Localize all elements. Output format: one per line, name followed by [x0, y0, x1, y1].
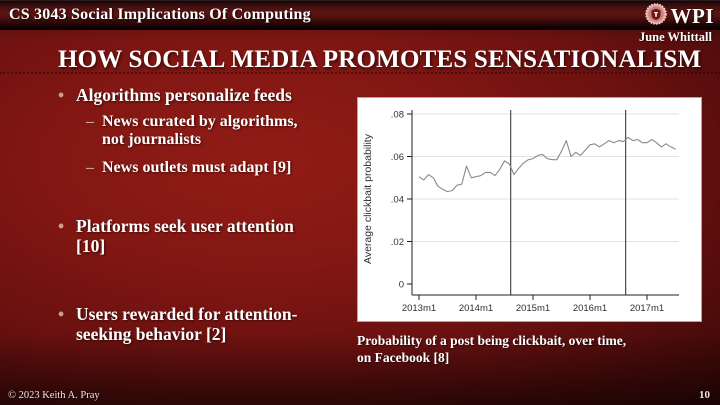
svg-text:.06: .06	[391, 152, 404, 163]
bullet-icon: •	[58, 304, 65, 324]
svg-text:2013m1: 2013m1	[402, 303, 436, 314]
dash-icon: –	[86, 159, 94, 176]
bullet-item: • Users rewarded for attention- seeking …	[58, 304, 354, 345]
clickbait-chart-svg: 0 .02 .04 .06 .08 2013m1 2014m1 2015m1 2016m1 201…	[362, 110, 679, 314]
bullet-text: Platforms seek user attention [10]	[76, 216, 294, 256]
bullet-icon: •	[58, 216, 65, 236]
bullet-item: • Algorithms personalize feeds	[58, 85, 354, 106]
copyright-text: © 2023 Keith A. Pray	[8, 390, 100, 401]
svg-text:.04: .04	[391, 195, 404, 206]
wpi-logo-text: WPI	[670, 4, 714, 28]
svg-text:2016m1: 2016m1	[573, 303, 607, 314]
title-divider	[0, 72, 720, 74]
svg-text:2015m1: 2015m1	[516, 303, 550, 314]
header-bar: CS 3043 Social Implications Of Computing	[0, 0, 720, 30]
wpi-seal-icon	[644, 3, 667, 30]
clickbait-chart: 0 .02 .04 .06 .08 2013m1 2014m1 2015m1 2016m1 201…	[357, 97, 702, 322]
svg-text:Average clickbait probability: Average clickbait probability	[362, 133, 374, 264]
bullet-item: – News outlets must adapt [9]	[86, 159, 354, 177]
svg-text:.08: .08	[391, 110, 404, 121]
svg-text:.02: .02	[391, 237, 404, 248]
bullet-text: News outlets must adapt [9]	[102, 159, 292, 176]
svg-text:2014m1: 2014m1	[459, 303, 493, 314]
slide-title: HOW SOCIAL MEDIA PROMOTES SENSATIONALISM	[58, 46, 702, 73]
author-name: June Whittall	[638, 30, 712, 44]
bullet-text: Algorithms personalize feeds	[76, 85, 292, 105]
wpi-logo: WPI	[644, 3, 715, 30]
svg-text:2017m1: 2017m1	[630, 303, 664, 314]
chart-caption: Probability of a post being clickbait, o…	[357, 333, 627, 365]
bullet-text: Users rewarded for attention- seeking be…	[76, 304, 298, 344]
bullet-item: • Platforms seek user attention [10]	[58, 216, 354, 257]
course-title: CS 3043 Social Implications Of Computing	[9, 5, 311, 23]
bullet-item: – News curated by algorithms, not journa…	[86, 113, 354, 149]
bullet-icon: •	[58, 85, 65, 105]
dash-icon: –	[86, 113, 94, 130]
bullet-text: News curated by algorithms, not journali…	[102, 113, 298, 149]
page-number: 10	[699, 389, 710, 401]
svg-text:0: 0	[399, 280, 404, 291]
